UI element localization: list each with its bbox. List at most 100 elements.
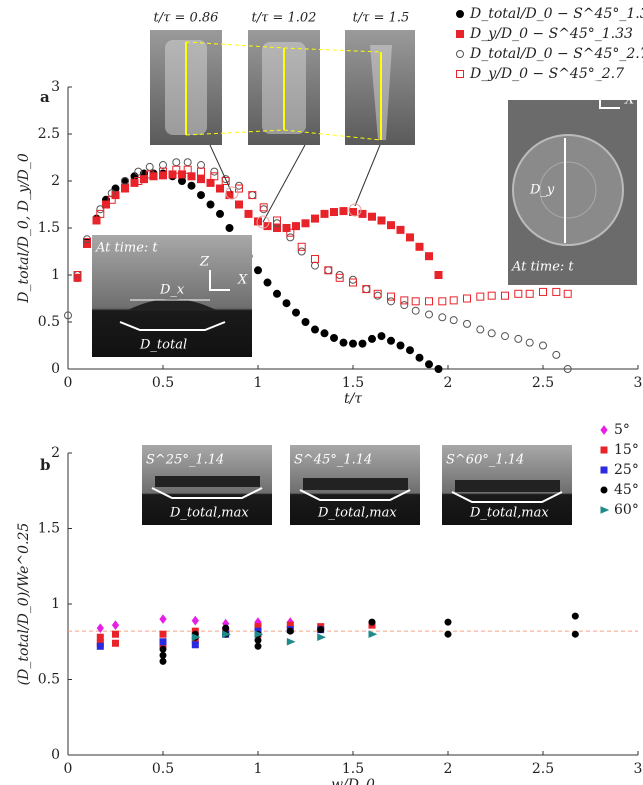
x-tick-label: 1.5 (342, 375, 364, 391)
y-tick-label: 1 (51, 267, 60, 283)
marker (374, 292, 381, 299)
x-tick-label: 0.5 (152, 761, 174, 777)
inset-images-a: t/τ = 0.86 t/τ = 1.02 t/τ = 1.5 At time:… (40, 11, 637, 358)
y-tick-label: 1.5 (38, 521, 60, 537)
marker (363, 286, 370, 293)
marker (264, 279, 271, 286)
annotation: D_total,max (317, 506, 397, 521)
annotation: At time: t (95, 241, 158, 256)
annotation: S^25°_1.14 (146, 453, 224, 468)
marker (113, 640, 119, 646)
marker (540, 342, 547, 349)
marker (198, 162, 205, 169)
annotation: D_total (139, 338, 187, 353)
marker (255, 267, 262, 274)
marker (572, 631, 578, 637)
marker (502, 333, 509, 340)
marker (464, 295, 471, 302)
marker (515, 290, 522, 297)
legend-label: D_total/D_0 − S^45°_1.33 (469, 6, 643, 22)
droplet (303, 478, 408, 490)
annotation: S^45°_1.14 (294, 453, 372, 468)
marker (302, 220, 309, 227)
marker (426, 361, 433, 368)
marker (236, 201, 243, 208)
marker (350, 276, 357, 283)
x-tick-label: 2 (444, 761, 453, 777)
legend-label: 45° (614, 482, 639, 498)
legend-label: 60° (614, 502, 639, 518)
y-axis-label: D_total/D_0, D_y/D_0 (16, 153, 32, 304)
marker (412, 307, 419, 314)
marker (331, 334, 338, 341)
marker (515, 335, 522, 342)
panel-label: b (40, 456, 51, 474)
annotation: S^60°_1.14 (446, 453, 524, 468)
marker (502, 292, 509, 299)
marker (160, 631, 166, 637)
x-tick-label: 2.5 (532, 761, 554, 777)
annotation: D_y (529, 183, 555, 198)
marker (439, 314, 446, 321)
marker (526, 339, 533, 346)
y-tick-label: 0 (51, 361, 60, 377)
marker (407, 234, 414, 241)
marker (540, 288, 547, 295)
marker (192, 617, 198, 625)
annotation: t/τ = 0.86 (154, 11, 219, 26)
marker (388, 222, 395, 229)
annotation: D_total,max (469, 506, 549, 521)
marker (450, 297, 457, 304)
legend-marker (457, 11, 464, 18)
x-axis-label: t/τ (344, 391, 362, 407)
marker (435, 272, 442, 279)
marker (553, 288, 560, 295)
marker (179, 178, 186, 185)
marker (369, 213, 376, 220)
marker (426, 298, 433, 305)
marker (450, 317, 457, 324)
y-axis-label: (D_total/D_0)/We^0.25 (16, 523, 32, 686)
marker (445, 631, 451, 637)
marker (160, 646, 166, 652)
marker (388, 298, 395, 305)
marker (97, 643, 103, 649)
marker (477, 326, 484, 333)
y-tick-label: 3 (51, 79, 60, 95)
y-tick-label: 2 (51, 173, 60, 189)
marker (188, 182, 195, 189)
droplet (455, 480, 560, 492)
annotation: D_x (159, 283, 185, 298)
legend-marker (457, 31, 464, 38)
marker (312, 326, 319, 333)
x-tick-label: 3 (634, 375, 643, 391)
marker (293, 223, 300, 230)
marker (173, 159, 180, 166)
marker (287, 628, 293, 634)
y-tick-label: 2 (51, 445, 60, 461)
droplet (155, 476, 260, 487)
marker (113, 621, 119, 629)
inset-images-b: S^25°_1.14 D_total,max S^45°_1.14 D_tota… (40, 445, 572, 525)
marker (312, 215, 319, 222)
marker (336, 272, 343, 279)
legend-marker (457, 51, 464, 58)
marker (160, 658, 166, 664)
marker (146, 163, 153, 170)
marker (207, 179, 214, 186)
marker (312, 262, 319, 269)
marker (283, 300, 290, 307)
marker (160, 615, 166, 623)
marker (245, 210, 252, 217)
x-tick-label: 2.5 (532, 375, 554, 391)
marker (401, 302, 408, 309)
y-tick-label: 1 (51, 596, 60, 612)
marker (226, 225, 233, 232)
legend-marker (601, 426, 607, 434)
marker (274, 290, 281, 297)
marker (184, 159, 191, 166)
marker (293, 309, 300, 316)
marker (331, 209, 338, 216)
x-tick-label: 0 (64, 375, 73, 391)
leader-line (355, 145, 380, 206)
